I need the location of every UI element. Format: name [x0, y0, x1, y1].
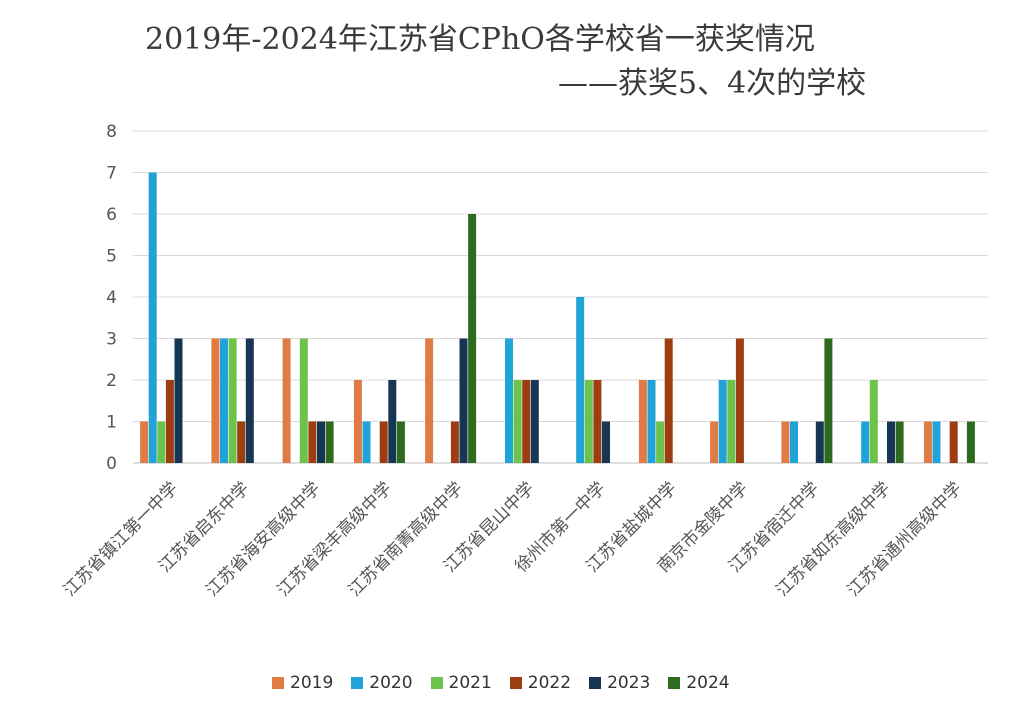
- bar-2022-4: [450, 421, 459, 463]
- y-tick-label: 5: [106, 247, 117, 267]
- y-tick-label: 7: [106, 164, 117, 184]
- bar-2023-4: [459, 338, 468, 463]
- bar-2022-5: [522, 380, 531, 463]
- bar-2021-5: [513, 380, 522, 463]
- bar-2023-2: [317, 421, 325, 463]
- bar-2019-1: [211, 338, 220, 463]
- bar-2021-7: [656, 421, 665, 463]
- bar-2023-10: [887, 421, 895, 463]
- bar-2019-7: [638, 380, 647, 463]
- bar-2021-8: [727, 380, 736, 463]
- legend-swatch: [351, 677, 364, 689]
- bar-2022-11: [949, 421, 958, 463]
- bar-2023-3: [388, 380, 397, 463]
- x-category-label: 江苏省镇江第一中学: [60, 478, 182, 600]
- bar-2022-0: [165, 380, 174, 463]
- bar-2019-2: [282, 338, 291, 463]
- chart-legend: 2019 2020 2021 2022 2023 2024: [272, 673, 730, 693]
- bar-2019-11: [923, 421, 932, 463]
- bar-2021-10: [869, 380, 878, 463]
- bar-2024-2: [325, 421, 334, 463]
- bar-2024-3: [396, 421, 405, 463]
- legend-label: 2023: [607, 673, 651, 693]
- bar-2023-1: [245, 338, 254, 463]
- bar-2019-4: [425, 338, 434, 463]
- bar-2021-1: [228, 338, 237, 463]
- bar-2019-3: [353, 380, 362, 463]
- legend-swatch: [589, 677, 602, 689]
- bar-2020-0: [148, 172, 157, 463]
- legend-swatch: [668, 677, 681, 689]
- bar-2021-2: [299, 338, 308, 463]
- bar-2019-0: [140, 421, 149, 463]
- legend-item-2019: 2019: [272, 673, 333, 693]
- y-tick-label: 1: [106, 413, 117, 433]
- bar-2020-1: [220, 338, 228, 463]
- bar-2022-7: [664, 338, 673, 463]
- bar-2022-2: [308, 421, 317, 463]
- legend-label: 2024: [686, 673, 730, 693]
- legend-label: 2019: [290, 673, 334, 693]
- bar-2024-9: [824, 338, 833, 463]
- y-tick-label: 6: [106, 205, 117, 225]
- bar-2021-0: [157, 421, 166, 463]
- bar-2020-6: [576, 297, 585, 463]
- bar-2020-10: [861, 421, 870, 463]
- bar-2022-3: [379, 421, 388, 463]
- bar-2023-0: [174, 338, 183, 463]
- bar-2024-4: [468, 214, 477, 463]
- bar-2024-10: [895, 421, 904, 463]
- bar-2022-6: [593, 380, 602, 463]
- bar-2020-5: [505, 338, 513, 463]
- bar-2022-1: [237, 421, 246, 463]
- bar-2020-3: [362, 421, 371, 463]
- legend-swatch: [509, 677, 522, 689]
- legend-swatch: [272, 677, 284, 689]
- y-tick-label: 2: [106, 371, 117, 391]
- y-tick-label: 0: [106, 454, 117, 474]
- bar-2024-11: [966, 421, 975, 463]
- chart-title: 2019年-2024年江苏省CPhO各学校省一获奖情况: [145, 22, 815, 57]
- legend-item-2020: 2020: [351, 673, 413, 693]
- bar-2022-8: [735, 338, 744, 463]
- y-tick-label: 3: [106, 330, 117, 350]
- legend-swatch: [430, 677, 443, 689]
- bar-2023-9: [815, 421, 824, 463]
- legend-label: 2022: [527, 673, 572, 693]
- bar-2019-9: [781, 421, 790, 463]
- legend-item-2023: 2023: [589, 673, 650, 693]
- bar-2023-6: [602, 421, 610, 463]
- legend-label: 2020: [369, 673, 413, 693]
- legend-item-2021: 2021: [430, 673, 492, 693]
- bar-2020-9: [790, 421, 798, 463]
- bar-2021-6: [584, 380, 593, 463]
- y-tick-label: 8: [106, 122, 117, 142]
- bar-2020-7: [647, 380, 656, 463]
- legend-label: 2021: [448, 673, 492, 693]
- legend-item-2024: 2024: [668, 673, 730, 693]
- chart-subtitle: ——获奖5、4次的学校: [558, 66, 867, 101]
- bar-2019-8: [710, 421, 719, 463]
- y-tick-label: 4: [106, 288, 117, 308]
- bar-2020-8: [718, 380, 727, 463]
- bar-2023-5: [530, 380, 539, 463]
- legend-item-2022: 2022: [509, 673, 572, 693]
- bar-2020-11: [932, 421, 941, 463]
